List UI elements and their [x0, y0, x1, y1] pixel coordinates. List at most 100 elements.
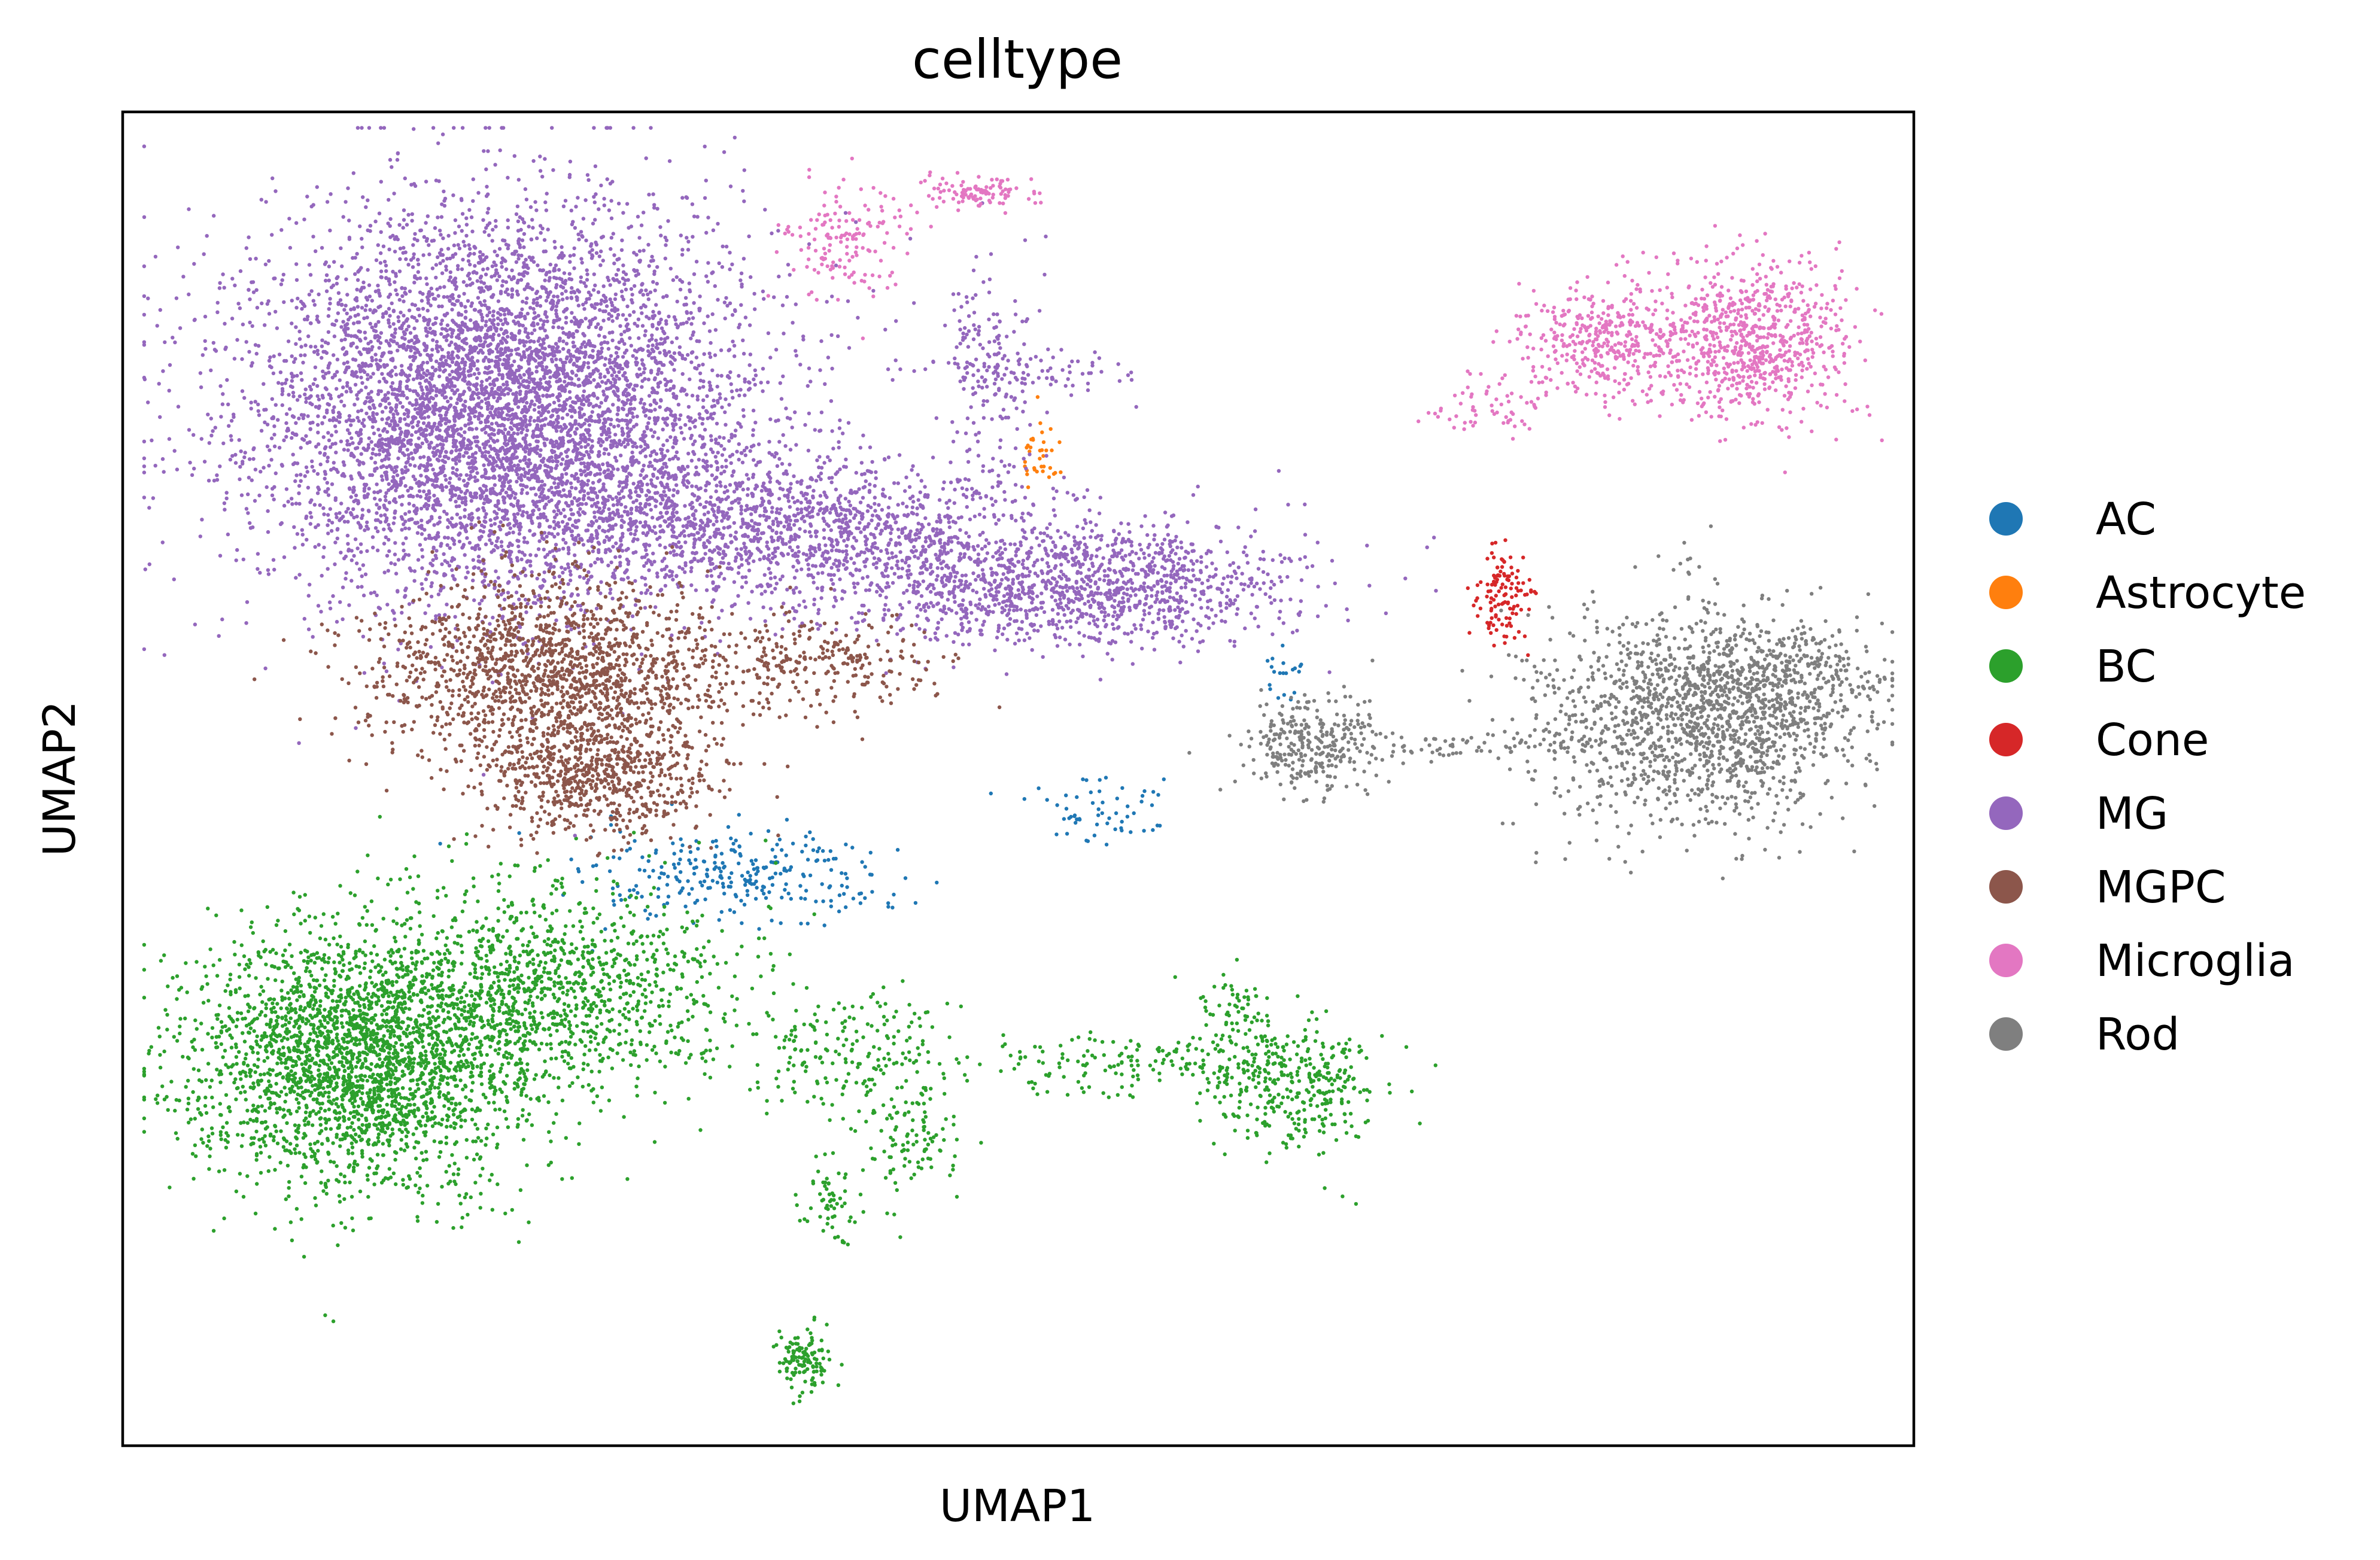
data-point: [359, 1066, 363, 1070]
data-point: [452, 1126, 457, 1130]
data-point: [639, 1041, 643, 1045]
data-point: [518, 1061, 522, 1065]
data-point: [728, 908, 732, 913]
data-point: [364, 1017, 369, 1021]
data-point: [569, 1066, 573, 1071]
data-point: [358, 1096, 363, 1101]
data-point: [409, 1078, 413, 1083]
data-point: [1070, 1038, 1074, 1042]
data-point: [503, 1211, 507, 1216]
data-point: [506, 1125, 510, 1129]
data-point: [332, 1065, 336, 1070]
data-point: [381, 993, 385, 998]
data-point: [507, 990, 512, 994]
data-point: [379, 1098, 383, 1102]
data-point: [203, 965, 207, 969]
data-point: [285, 1066, 290, 1071]
data-point: [537, 1047, 542, 1052]
data-point: [708, 972, 712, 976]
data-point: [1105, 821, 1110, 826]
data-point: [600, 999, 604, 1003]
data-point: [293, 1147, 297, 1151]
data-point: [275, 1062, 279, 1066]
data-point: [1025, 472, 1029, 476]
data-point: [501, 1028, 505, 1032]
data-point: [779, 871, 783, 876]
data-point: [358, 1189, 363, 1194]
data-point: [745, 879, 750, 883]
data-point: [1041, 440, 1046, 445]
data-point: [817, 846, 821, 850]
data-point: [626, 941, 631, 945]
data-point: [516, 1117, 521, 1121]
data-point: [439, 1039, 443, 1044]
data-point: [302, 1255, 306, 1259]
data-point: [1060, 1052, 1065, 1056]
data-point: [390, 983, 395, 987]
data-point: [650, 990, 654, 995]
data-point: [1290, 1117, 1294, 1121]
data-point: [380, 980, 384, 984]
data-point: [496, 1142, 500, 1147]
data-point: [154, 1097, 158, 1102]
data-point: [292, 1090, 296, 1094]
data-point: [647, 854, 651, 858]
data-point: [593, 944, 597, 948]
data-point: [425, 956, 430, 960]
data-point: [252, 1029, 256, 1033]
data-point: [677, 891, 682, 895]
data-point: [1130, 1084, 1134, 1088]
data-point: [565, 992, 569, 997]
data-point: [616, 952, 620, 956]
data-point: [335, 1178, 339, 1182]
data-point: [628, 993, 633, 998]
data-point: [617, 1032, 621, 1036]
data-point: [701, 945, 706, 950]
data-point: [490, 1017, 494, 1021]
data-point: [776, 1069, 781, 1074]
data-point: [336, 1105, 341, 1109]
data-point: [686, 1039, 690, 1044]
data-point: [463, 981, 467, 986]
data-point: [1276, 696, 1281, 700]
data-point: [378, 1057, 382, 1062]
data-point: [565, 1014, 569, 1018]
data-point: [452, 1161, 457, 1166]
data-point: [255, 1016, 260, 1021]
data-point: [279, 1038, 284, 1043]
data-point: [663, 860, 667, 865]
data-point: [315, 956, 319, 960]
data-point: [456, 1006, 460, 1011]
data-point: [528, 994, 533, 999]
data-point: [682, 954, 686, 959]
data-point: [1129, 830, 1133, 834]
data-point: [218, 1112, 223, 1117]
data-point: [203, 1095, 208, 1100]
data-point: [576, 1075, 580, 1079]
data-point: [1268, 1077, 1272, 1081]
data-point: [639, 972, 644, 977]
data-point: [841, 1117, 846, 1121]
data-point: [889, 1097, 894, 1102]
data-point: [421, 1094, 425, 1099]
data-point: [1257, 1081, 1261, 1085]
data-point: [287, 996, 291, 1001]
data-point: [466, 1047, 470, 1051]
data-point: [843, 1189, 847, 1193]
data-point: [196, 1107, 200, 1111]
data-point: [1035, 1092, 1039, 1096]
data-point: [214, 913, 218, 917]
data-point: [398, 966, 403, 971]
data-point: [812, 1318, 816, 1322]
data-point: [366, 1094, 371, 1099]
data-point: [204, 1111, 209, 1115]
data-point: [918, 1024, 922, 1029]
data-point: [484, 953, 488, 958]
data-point: [928, 1157, 933, 1161]
data-point: [211, 1228, 216, 1233]
data-point: [1365, 1098, 1369, 1103]
data-point: [298, 1041, 303, 1045]
data-point: [279, 1061, 284, 1065]
data-point: [303, 1110, 308, 1115]
data-point: [562, 891, 566, 896]
